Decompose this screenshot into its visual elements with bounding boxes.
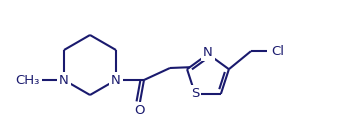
Text: O: O (135, 104, 145, 117)
Text: CH₃: CH₃ (16, 74, 40, 87)
Text: Cl: Cl (271, 45, 284, 58)
Text: N: N (203, 46, 213, 60)
Text: S: S (191, 87, 199, 100)
Text: N: N (59, 74, 69, 87)
Text: N: N (111, 74, 121, 87)
